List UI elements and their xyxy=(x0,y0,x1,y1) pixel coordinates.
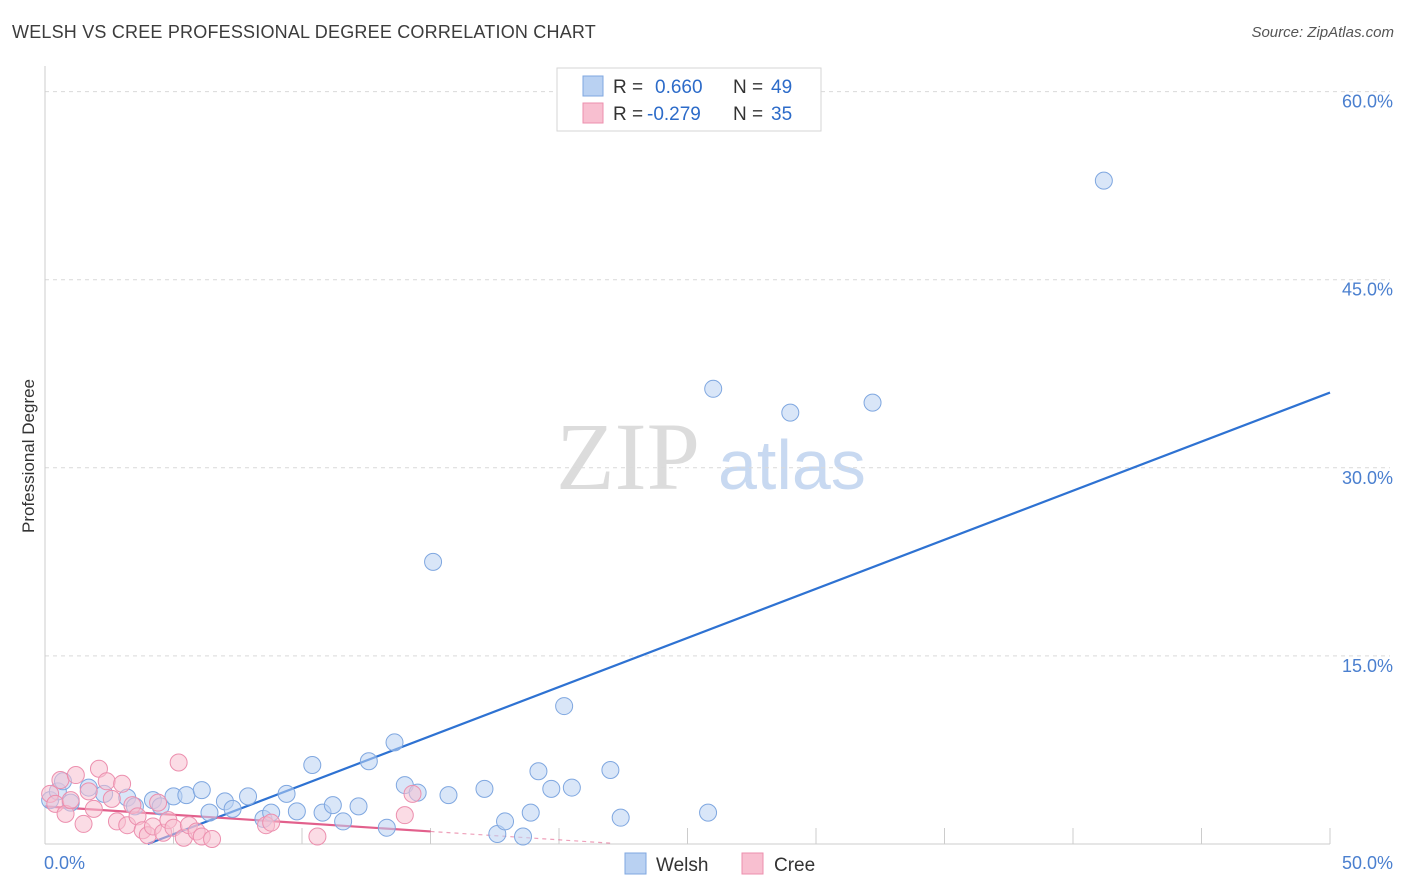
top-legend: R = 0.660 N = 49 R = -0.279 N = 35 xyxy=(556,67,822,132)
cree-point-13 xyxy=(113,774,132,793)
cree-point-4 xyxy=(61,791,80,810)
welsh-point-15 xyxy=(223,799,242,818)
welsh-point-39 xyxy=(542,779,561,798)
welsh-point-25 xyxy=(349,797,368,816)
source-credit: Source: ZipAtlas.com xyxy=(1251,24,1394,41)
cree-point-32 xyxy=(308,827,327,846)
watermark-atlas: atlas xyxy=(718,426,866,504)
y-tick-label-1: 30.0% xyxy=(1342,468,1393,488)
welsh-point-13 xyxy=(200,803,219,822)
welsh-point-35 xyxy=(496,812,515,831)
bottom-legend-swatch-welsh xyxy=(624,852,647,875)
welsh-point-31 xyxy=(424,552,443,571)
y-axis-label: Professional Degree xyxy=(19,379,38,533)
welsh-point-16 xyxy=(239,787,258,806)
cree-point-24 xyxy=(169,753,188,772)
cree-point-29 xyxy=(203,829,222,848)
legend-cree-n-value: 35 xyxy=(771,104,792,125)
cree-point-7 xyxy=(79,782,98,801)
legend-cree-r-label: R = xyxy=(613,104,643,125)
legend-welsh-r-value: 0.660 xyxy=(655,77,703,98)
grid-lines xyxy=(45,91,1390,657)
y-tick-label-0: 15.0% xyxy=(1342,656,1393,676)
x-tick-label-1: 50.0% xyxy=(1342,853,1393,873)
legend-swatch-welsh xyxy=(582,75,604,97)
welsh-point-33 xyxy=(475,779,494,798)
welsh-point-41 xyxy=(562,778,581,797)
welsh-point-46 xyxy=(781,403,800,422)
welsh-point-21 xyxy=(303,756,322,774)
legend-cree-n-label: N = xyxy=(733,104,763,125)
welsh-point-47 xyxy=(863,393,882,412)
welsh-point-38 xyxy=(529,762,548,781)
watermark-zip: ZIP xyxy=(556,403,700,510)
welsh-point-27 xyxy=(377,818,396,837)
y-tick-label-3: 60.0% xyxy=(1342,92,1393,112)
welsh-point-48 xyxy=(1094,171,1113,190)
legend-swatch-cree xyxy=(582,102,604,124)
welsh-point-40 xyxy=(555,697,574,716)
welsh-point-28 xyxy=(385,733,404,752)
bottom-legend: Welsh Cree xyxy=(624,852,815,876)
welsh-point-37 xyxy=(521,803,540,822)
cree-point-31 xyxy=(262,813,281,832)
welsh-point-43 xyxy=(611,808,630,827)
welsh-point-11 xyxy=(177,786,196,805)
cree-trendline xyxy=(44,805,431,833)
chart-title: WELSH VS CREE PROFESSIONAL DEGREE CORREL… xyxy=(12,22,596,42)
cree-point-33 xyxy=(395,806,414,825)
cree-point-6 xyxy=(74,814,93,833)
y-tick-label-2: 45.0% xyxy=(1342,280,1393,300)
bottom-legend-welsh: Welsh xyxy=(656,855,708,876)
welsh-point-42 xyxy=(601,761,620,780)
cree-point-5 xyxy=(66,766,85,785)
legend-cree-r-value: -0.279 xyxy=(647,104,701,125)
legend-welsh-n-value: 49 xyxy=(771,77,792,98)
welsh-point-26 xyxy=(359,752,378,771)
cree-point-10 xyxy=(97,772,116,791)
legend-welsh-r-label: R = xyxy=(613,77,643,98)
cree-point-8 xyxy=(84,799,103,818)
welsh-point-44 xyxy=(699,803,718,822)
welsh-point-24 xyxy=(334,812,353,831)
welsh-point-45 xyxy=(704,379,723,398)
welsh-point-19 xyxy=(277,784,296,803)
welsh-point-20 xyxy=(287,802,306,821)
welsh-point-12 xyxy=(192,781,211,800)
data-points xyxy=(41,171,1113,848)
cree-point-2 xyxy=(51,771,70,790)
welsh-point-36 xyxy=(514,827,533,846)
legend-welsh-n-label: N = xyxy=(733,77,763,98)
cree-point-11 xyxy=(102,789,121,808)
bottom-legend-swatch-cree xyxy=(741,852,764,875)
cree-point-34 xyxy=(403,784,422,803)
bottom-legend-cree: Cree xyxy=(774,855,815,876)
welsh-point-23 xyxy=(323,796,342,815)
tick-labels: 15.0% 30.0% 45.0% 60.0% 0.0% 50.0% xyxy=(44,92,1393,873)
welsh-trendline xyxy=(147,391,1331,846)
welsh-point-32 xyxy=(439,786,458,805)
cree-point-20 xyxy=(149,793,168,812)
x-tick-label-0: 0.0% xyxy=(44,853,85,873)
